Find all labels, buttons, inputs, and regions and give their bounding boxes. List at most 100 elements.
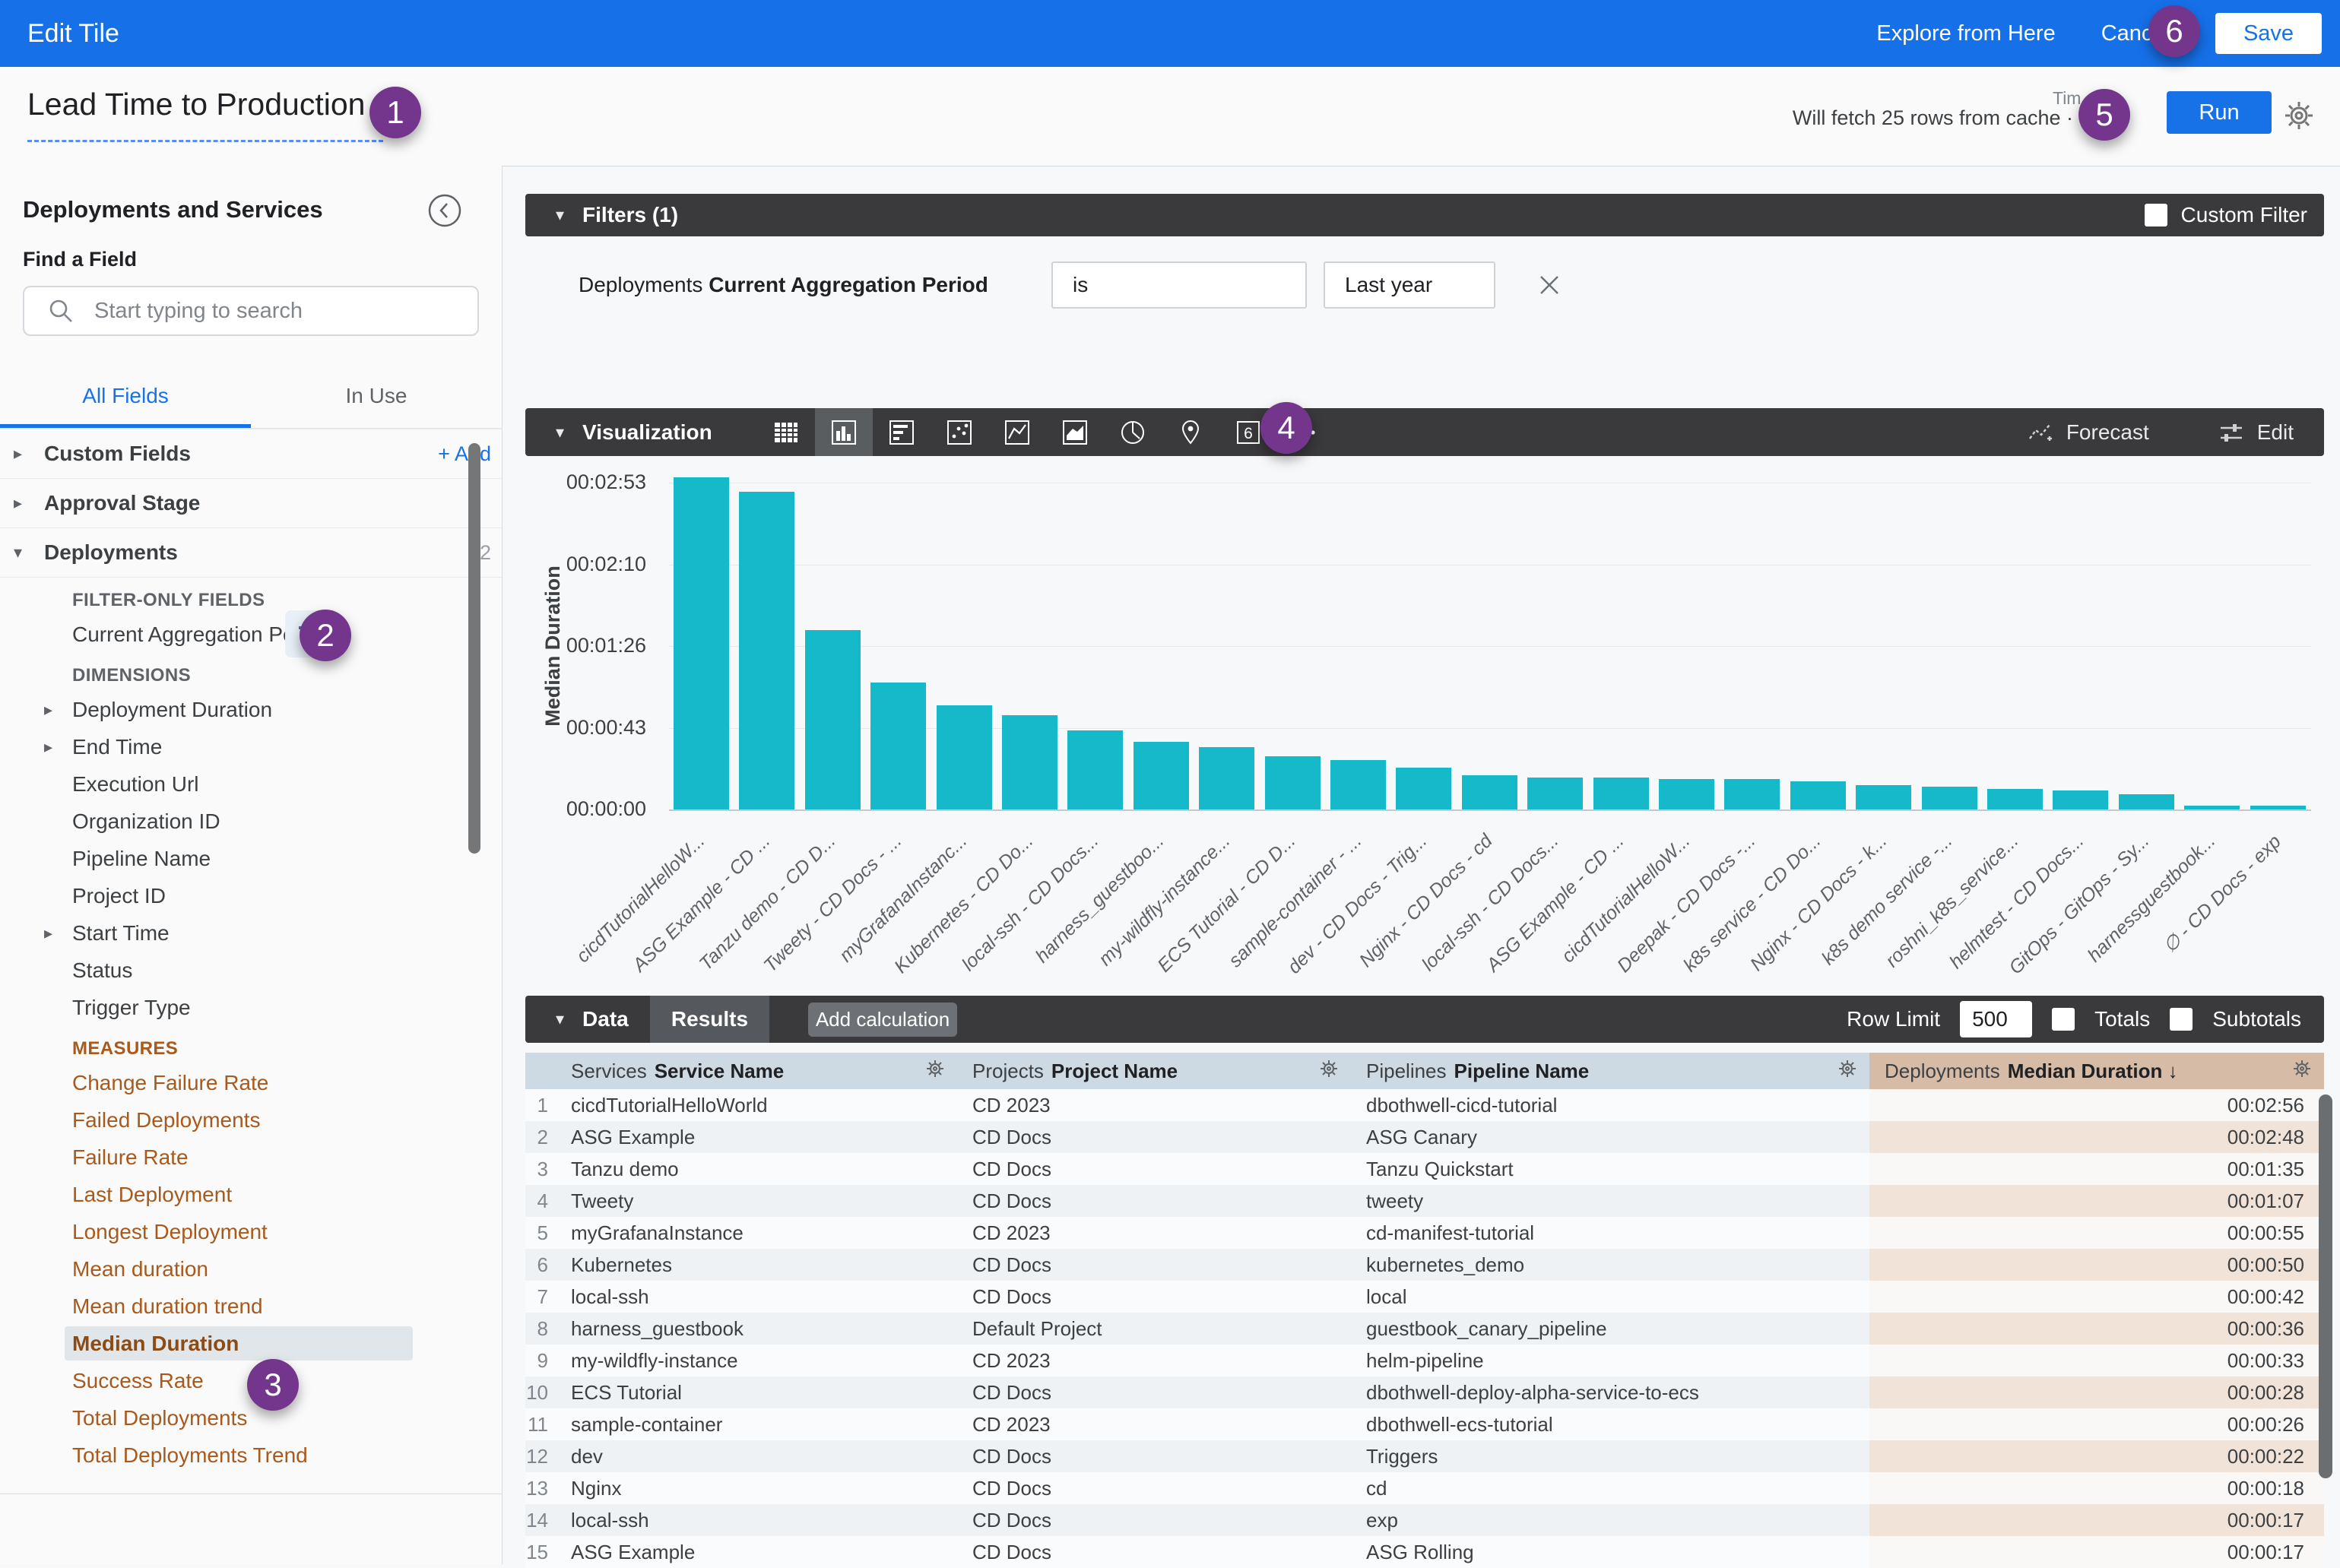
viz-type-table-icon[interactable] [757, 408, 815, 456]
bar-9[interactable] [1199, 747, 1254, 809]
sidebar-field-failure-rate[interactable]: Failure Rate [0, 1139, 502, 1176]
sidebar-field-current-aggregation-period[interactable]: Current Aggregation Period [0, 616, 502, 653]
collapse-data-caret-icon[interactable]: ▾ [556, 1009, 564, 1029]
header-cell-pipeline-name[interactable]: PipelinesPipeline Name [1351, 1053, 1869, 1089]
chevron-right-icon[interactable]: ▸ [14, 493, 29, 513]
bar-20[interactable] [1922, 787, 1977, 809]
bar-12[interactable] [1396, 768, 1451, 809]
bar-5[interactable] [937, 705, 992, 809]
save-button[interactable]: Save [2215, 13, 2322, 54]
field-search-input[interactable]: Start typing to search [23, 286, 479, 336]
table-row[interactable]: 8harness_guestbookDefault Projectguestbo… [525, 1313, 2324, 1345]
viz-type-area-icon[interactable] [1046, 408, 1104, 456]
totals-checkbox[interactable] [2052, 1008, 2075, 1031]
sidebar-field-project-id[interactable]: Project ID [0, 877, 502, 914]
sidebar-field-execution-url[interactable]: Execution Url [0, 765, 502, 803]
bar-10[interactable] [1265, 756, 1321, 809]
data-panel-header[interactable]: ▾ Data Results Add calculation Row Limit… [525, 996, 2324, 1043]
bar-23[interactable] [2119, 794, 2174, 809]
bar-7[interactable] [1067, 730, 1123, 809]
table-row[interactable]: 10ECS TutorialCD Docsdbothwell-deploy-al… [525, 1376, 2324, 1408]
bar-8[interactable] [1134, 742, 1189, 809]
bar-14[interactable] [1527, 778, 1583, 809]
add-calculation-button[interactable]: Add calculation [808, 1003, 957, 1037]
sidebar-scrollbar[interactable] [468, 443, 480, 854]
bar-16[interactable] [1659, 779, 1714, 809]
collapse-filters-caret-icon[interactable]: ▾ [556, 205, 564, 225]
viz-type-pie-icon[interactable] [1104, 408, 1162, 456]
table-row[interactable]: 11sample-containerCD 2023dbothwell-ecs-t… [525, 1408, 2324, 1440]
table-row[interactable]: 6KubernetesCD Docskubernetes_demo00:00:5… [525, 1249, 2324, 1281]
sidebar-field-mean-duration-trend[interactable]: Mean duration trend [0, 1288, 502, 1325]
filter-operator-select[interactable]: is [1051, 261, 1307, 309]
bar-21[interactable] [1987, 789, 2043, 809]
column-gear-icon[interactable] [924, 1057, 946, 1085]
add-custom-field-button[interactable]: + Add [438, 442, 491, 466]
bar-6[interactable] [1002, 715, 1057, 809]
sidebar-field-failed-deployments[interactable]: Failed Deployments [0, 1101, 502, 1139]
query-settings-gear-icon[interactable] [2281, 97, 2317, 138]
bar-18[interactable] [1790, 781, 1846, 809]
header-cell-median-duration[interactable]: DeploymentsMedian Duration ↓ [1869, 1053, 2324, 1089]
chevron-right-icon[interactable]: ▸ [44, 737, 59, 757]
chevron-down-icon[interactable]: ▾ [14, 543, 29, 562]
table-row[interactable]: 1cicdTutorialHelloWorldCD 2023dbothwell-… [525, 1089, 2324, 1121]
filters-panel-header[interactable]: ▾ Filters (1) Custom Filter [525, 194, 2324, 236]
sidebar-field-total-deployments[interactable]: Total Deployments [0, 1399, 502, 1437]
bar-17[interactable] [1724, 779, 1780, 809]
custom-filter-checkbox[interactable] [2145, 204, 2167, 226]
sidebar-field-organization-id[interactable]: Organization ID [0, 803, 502, 840]
tab-in-use[interactable]: In Use [251, 369, 502, 428]
bar-11[interactable] [1330, 760, 1386, 809]
bar-1[interactable] [674, 477, 729, 809]
custom-filter-toggle[interactable]: Custom Filter [2145, 203, 2307, 227]
sidebar-field-end-time[interactable]: ▸End Time [0, 728, 502, 765]
header-cell-service-name[interactable]: ServicesService Name [556, 1053, 957, 1089]
filter-value-select[interactable]: Last year [1324, 261, 1495, 309]
table-row[interactable]: 12devCD DocsTriggers00:00:22 [525, 1440, 2324, 1472]
tile-title-input[interactable]: Lead Time to Production [27, 87, 365, 122]
bar-15[interactable] [1593, 778, 1649, 809]
column-gear-icon[interactable] [1317, 1057, 1340, 1085]
explore-from-here-link[interactable]: Explore from Here [1876, 21, 2055, 46]
viz-type-scatter-icon[interactable] [931, 408, 988, 456]
tab-all-fields[interactable]: All Fields [0, 369, 251, 428]
table-row[interactable]: 14local-sshCD Docsexp00:00:17 [525, 1504, 2324, 1536]
sidebar-field-longest-deployment[interactable]: Longest Deployment [0, 1213, 502, 1250]
visualization-panel-header[interactable]: ▾ Visualization 6 Forecast Edit [525, 408, 2324, 456]
bar-22[interactable] [2053, 790, 2108, 809]
sidebar-field-change-failure-rate[interactable]: Change Failure Rate [0, 1064, 502, 1101]
viz-type-bar-icon[interactable] [873, 408, 931, 456]
table-row[interactable]: 5myGrafanaInstanceCD 2023cd-manifest-tut… [525, 1217, 2324, 1249]
sidebar-field-total-deployments-trend[interactable]: Total Deployments Trend [0, 1437, 502, 1474]
bar-25[interactable] [2250, 806, 2306, 809]
chevron-right-icon[interactable]: ▸ [44, 923, 59, 943]
viz-type-map-icon[interactable] [1162, 408, 1219, 456]
header-cell-project-name[interactable]: ProjectsProject Name [957, 1053, 1351, 1089]
subtotals-checkbox[interactable] [2170, 1008, 2193, 1031]
remove-filter-icon[interactable] [1536, 272, 1562, 302]
table-row[interactable]: 13NginxCD Docscd00:00:18 [525, 1472, 2324, 1504]
viz-type-line-icon[interactable] [988, 408, 1046, 456]
timezone-selector[interactable]: Tim [2053, 88, 2081, 109]
viz-type-column-icon[interactable] [815, 408, 873, 456]
sidebar-field-trigger-type[interactable]: Trigger Type [0, 989, 502, 1026]
chevron-right-icon[interactable]: ▸ [44, 700, 59, 720]
bar-24[interactable] [2184, 806, 2240, 809]
tab-results[interactable]: Results [650, 996, 769, 1043]
table-scrollbar[interactable] [2319, 1094, 2332, 1478]
run-button[interactable]: Run [2167, 91, 2272, 134]
bar-13[interactable] [1462, 775, 1517, 809]
table-row[interactable]: 9my-wildfly-instanceCD 2023helm-pipeline… [525, 1345, 2324, 1376]
row-limit-input[interactable] [1960, 1001, 2032, 1037]
sidebar-group-custom-fields[interactable]: ▸Custom Fields+ Add [0, 429, 502, 479]
sidebar-group-approval-stage[interactable]: ▸Approval Stage [0, 479, 502, 528]
sidebar-field-mean-duration[interactable]: Mean duration [0, 1250, 502, 1288]
chevron-right-icon[interactable]: ▸ [14, 444, 29, 464]
bar-3[interactable] [805, 630, 861, 809]
sidebar-field-start-time[interactable]: ▸Start Time [0, 914, 502, 952]
table-row[interactable]: 3Tanzu demoCD DocsTanzu Quickstart00:01:… [525, 1153, 2324, 1185]
sidebar-field-last-deployment[interactable]: Last Deployment [0, 1176, 502, 1213]
bar-2[interactable] [739, 492, 794, 809]
bar-4[interactable] [870, 683, 926, 809]
